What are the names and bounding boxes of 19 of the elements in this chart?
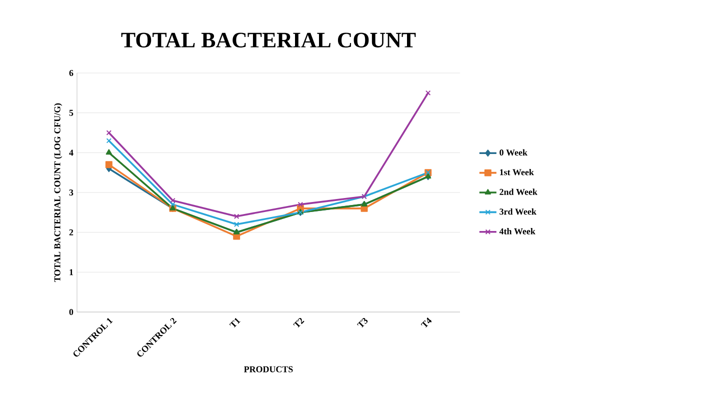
y-tick-label: 5	[69, 110, 74, 116]
y-tick-label: 0	[69, 308, 74, 316]
y-axis-title: TOTAL BACTERIAL COUNT (LOG CFU/G)	[54, 103, 62, 282]
y-tick-label: 1	[70, 269, 74, 276]
legend-label: 2nd Week	[500, 188, 538, 196]
y-tick-label: 6	[69, 70, 74, 76]
legend-label: 1st Week	[500, 168, 534, 176]
x-tick-label: T1	[229, 318, 240, 328]
y-tick-label: 4	[69, 150, 74, 156]
x-tick-label: T4	[420, 318, 432, 328]
x-tick-label: T3	[356, 318, 368, 328]
x-axis-title: PRODUCTS	[244, 366, 293, 372]
legend-label: 3rd Week	[500, 208, 536, 215]
y-tick-label: 2	[69, 229, 74, 236]
legend-label: 4th Week	[499, 228, 536, 234]
y-tick-label: 3	[69, 189, 74, 196]
legend-label: 0 Week	[500, 149, 528, 156]
x-tick-label: T2	[293, 318, 304, 328]
chart-title: TOTAL BACTERIAL COUNT	[121, 32, 416, 48]
